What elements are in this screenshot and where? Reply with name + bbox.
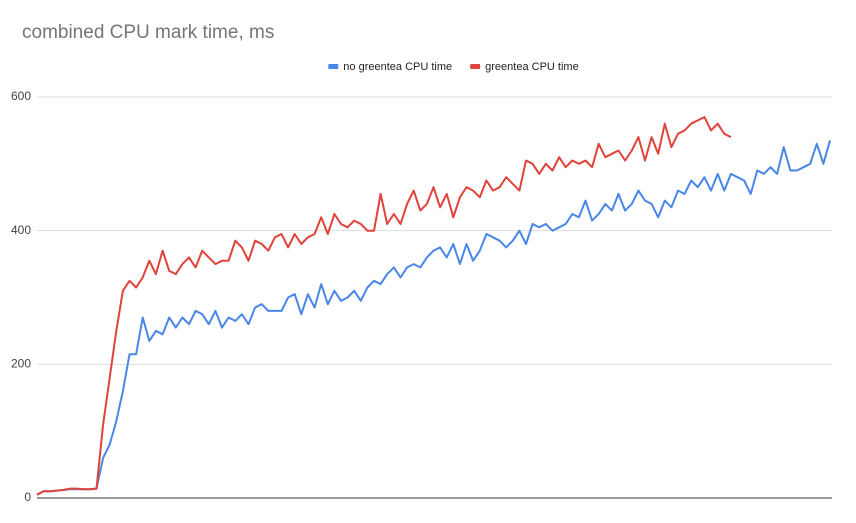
y-tick-label: 600 [11, 89, 31, 103]
chart-title: combined CPU mark time, ms [22, 22, 274, 43]
y-tick-label: 200 [11, 357, 31, 371]
y-tick-label: 0 [24, 490, 31, 504]
legend-label: no greentea CPU time [343, 61, 452, 73]
legend-label: greentea CPU time [485, 61, 579, 73]
line-series [36, 116, 732, 496]
legend: no greentea CPU time greentea CPU time [328, 61, 579, 73]
line-series [36, 140, 831, 496]
y-tick-label: 400 [11, 223, 31, 237]
legend-swatch [470, 64, 481, 69]
legend-swatch [328, 64, 339, 69]
